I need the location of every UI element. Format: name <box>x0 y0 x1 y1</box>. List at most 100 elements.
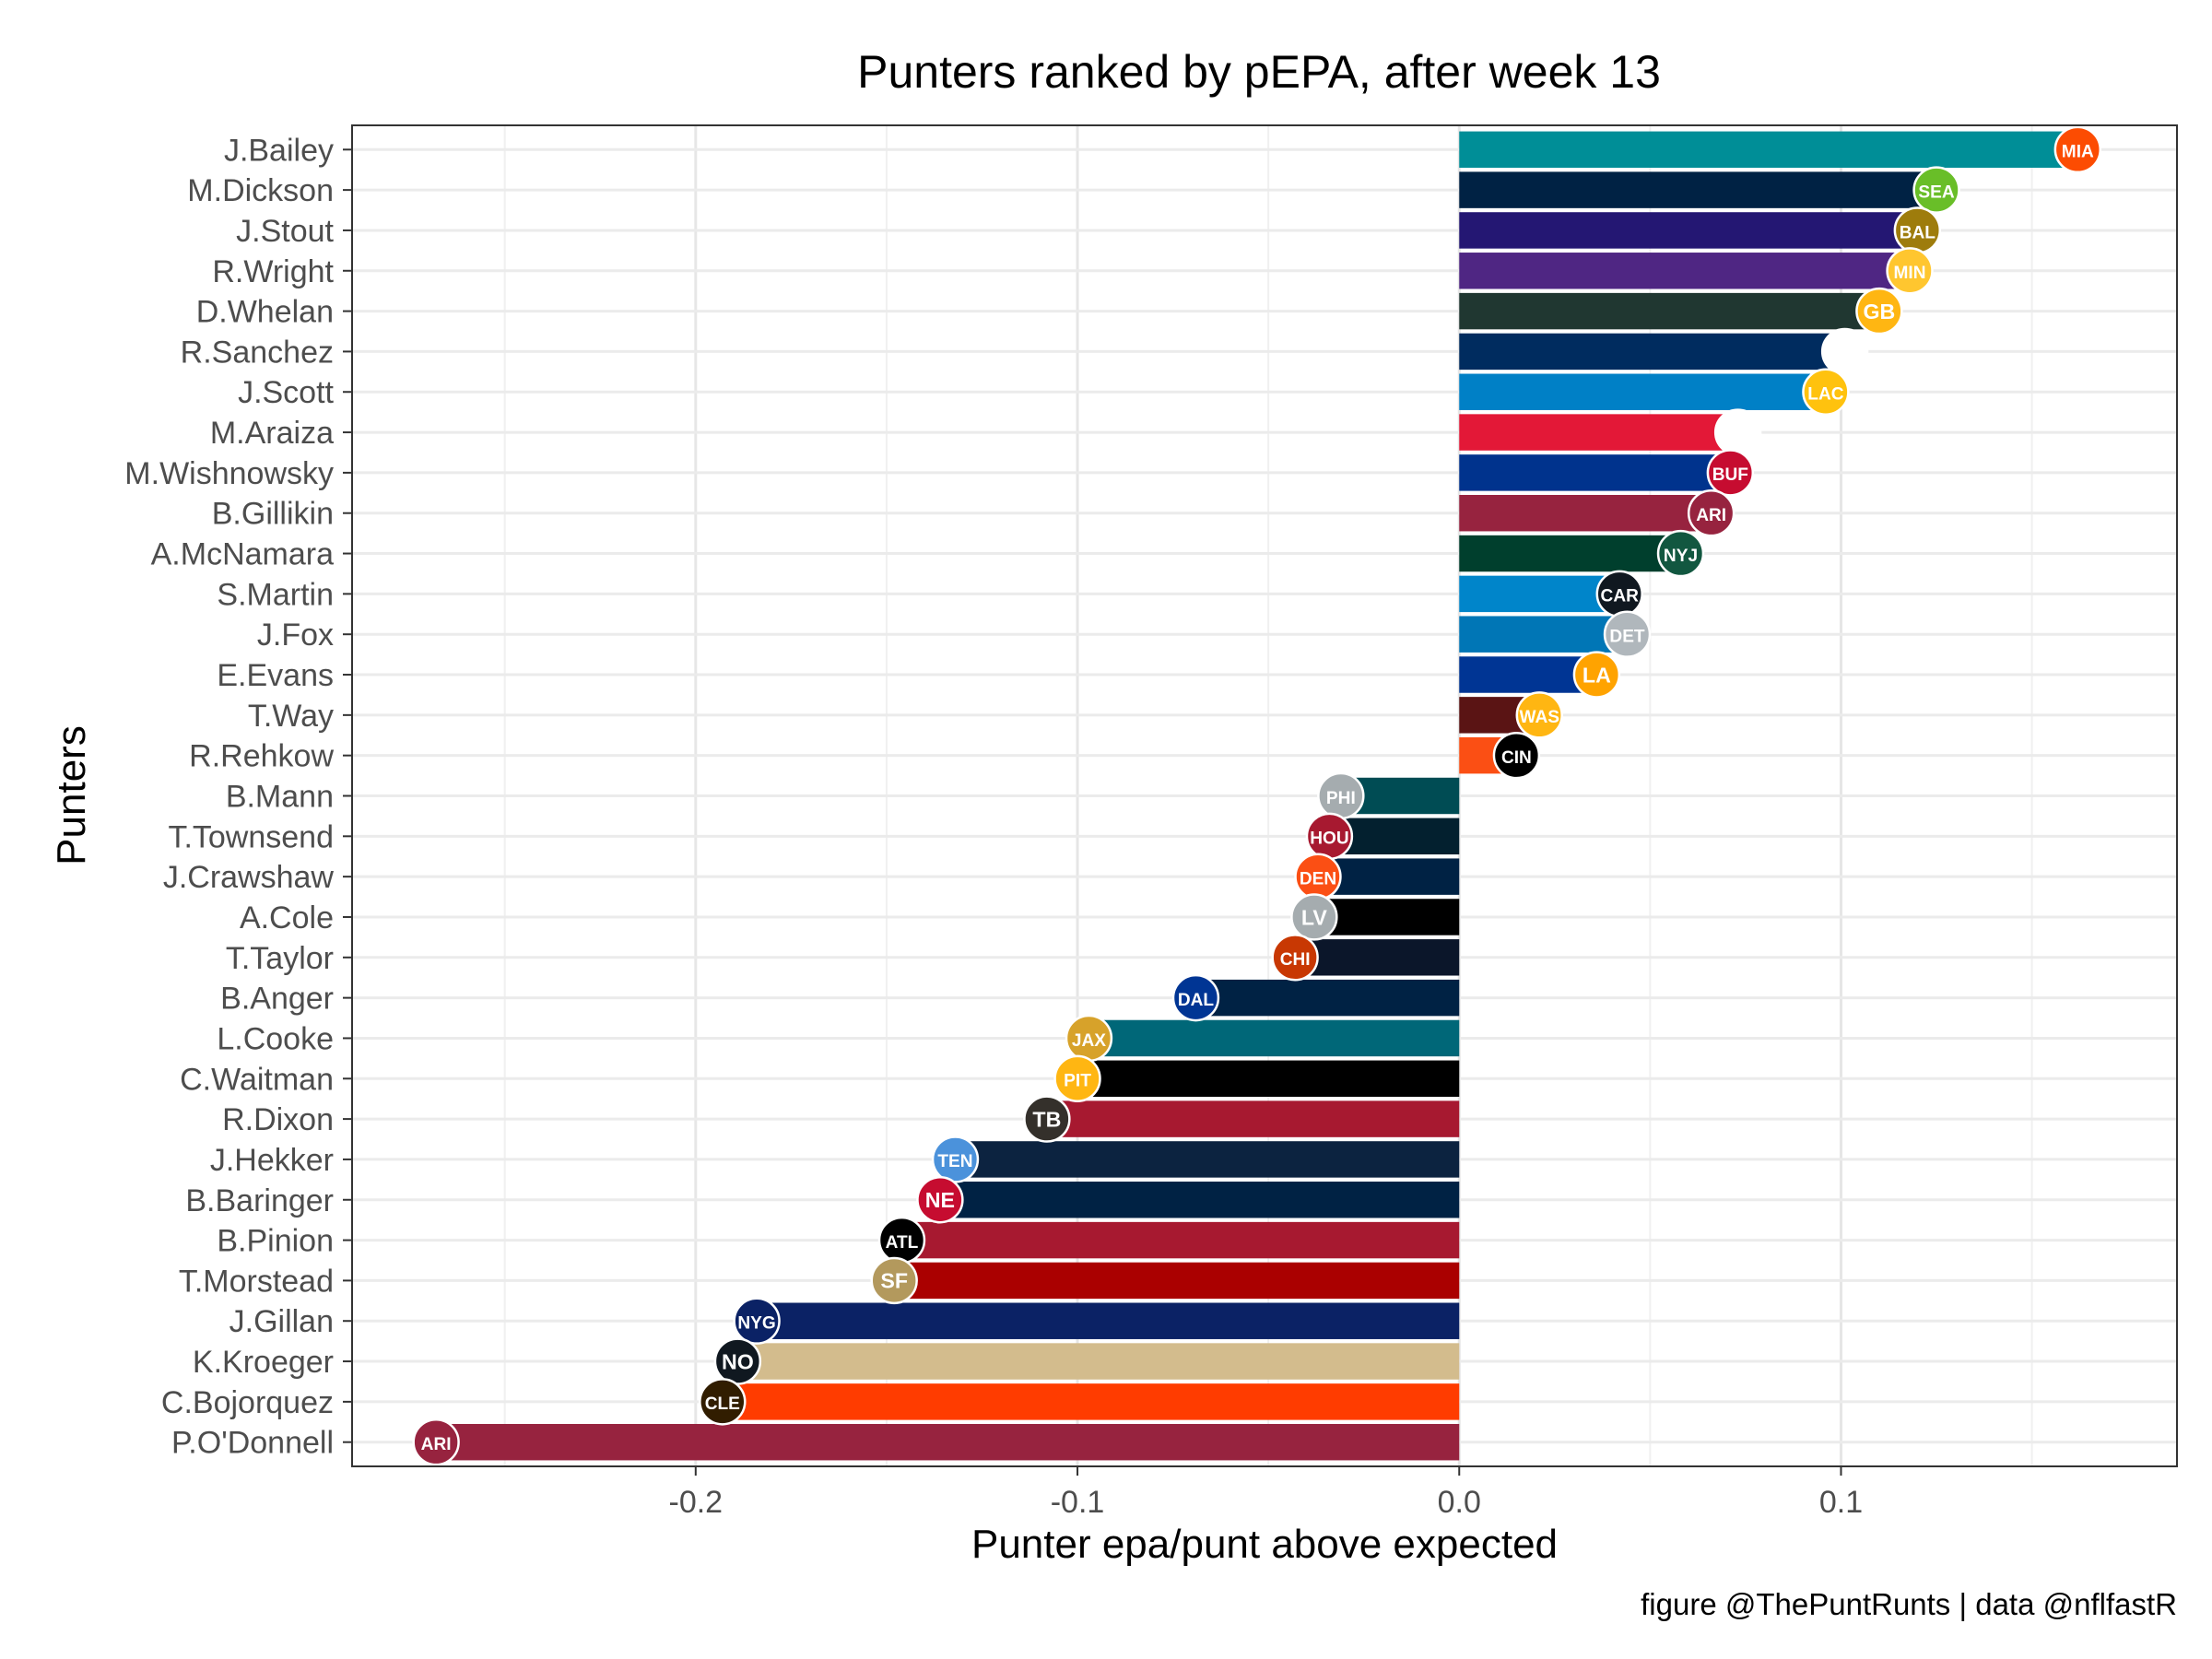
bar-amcnamara <box>1459 535 1681 572</box>
team-logo-icon: ATL <box>877 1216 926 1265</box>
y-tick-label: R.Sanchez <box>181 335 334 370</box>
y-tick-label: P.O'Donnell <box>171 1426 334 1461</box>
team-abbr: PHI <box>1326 789 1356 808</box>
team-abbr: ARI <box>421 1435 452 1454</box>
team-abbr: CLE <box>705 1394 740 1414</box>
team-logo-icon: LV <box>1290 893 1338 941</box>
team-abbr: HOU <box>1310 830 1348 849</box>
team-abbr: DEN <box>1300 869 1336 888</box>
team-logo-icon: CIN <box>1492 731 1541 780</box>
x-axis-title: Punter epa/punt above expected <box>971 1522 1558 1567</box>
bar-mwishnowsky <box>1459 454 1731 491</box>
bar-jhekker <box>955 1141 1460 1178</box>
y-tick-label: R.Wright <box>212 254 334 289</box>
team-logo-icon: PIT <box>1053 1054 1101 1102</box>
team-abbr: CIN <box>1501 748 1532 768</box>
bar-jscott <box>1459 373 1826 410</box>
y-tick-label: T.Morstead <box>179 1264 334 1299</box>
y-tick-label: B.Pinion <box>217 1224 334 1259</box>
team-logo-icon: NYG <box>733 1297 781 1345</box>
team-abbr: BAL <box>1900 223 1936 242</box>
x-tick-label: 0.1 <box>1819 1485 1863 1520</box>
team-logo-icon: CAR <box>1595 570 1643 618</box>
y-tick-label: L.Cooke <box>217 1021 334 1056</box>
team-abbr: CHI <box>1280 950 1311 970</box>
bar-ttaylor <box>1295 939 1460 976</box>
team-abbr: KC <box>1723 420 1754 444</box>
bar-rdixon <box>1046 1100 1460 1137</box>
y-tick-label: J.Stout <box>236 214 334 249</box>
team-logo-icon: WAS <box>1515 691 1563 739</box>
team-logo-icon: CHI <box>1271 934 1319 982</box>
team-abbr: DET <box>1609 628 1645 647</box>
team-abbr: JAX <box>1072 1031 1106 1051</box>
team-logo-icon: GB <box>1855 287 1903 335</box>
y-tick-label: S.Martin <box>217 577 334 612</box>
team-abbr: DAL <box>1178 991 1215 1010</box>
team-logo-icon: TEN <box>931 1135 980 1183</box>
y-tick-label: J.Scott <box>238 375 334 410</box>
team-logos: MIA SEA BAL MIN GB IND LAC KC BUF ARI NYJ CAR DET LA W… <box>412 125 2102 1466</box>
bar-cbojorquez <box>722 1383 1460 1420</box>
team-abbr: ATL <box>886 1233 919 1253</box>
y-tick-label: J.Bailey <box>224 133 334 168</box>
team-logo-icon: DAL <box>1171 973 1220 1022</box>
bar-rwright <box>1459 253 1911 289</box>
y-tick-label: A.McNamara <box>151 537 334 572</box>
bar-bpinion <box>901 1221 1460 1259</box>
team-logo-icon: LA <box>1572 651 1621 699</box>
team-abbr: GB <box>1864 300 1896 324</box>
team-logo-icon: ARI <box>412 1418 460 1466</box>
y-tick-label: A.Cole <box>240 900 334 935</box>
bar-jfox <box>1459 616 1628 653</box>
team-abbr: MIN <box>1894 264 1926 283</box>
bar-cwaitman <box>1077 1060 1460 1097</box>
team-abbr: BUF <box>1712 465 1748 485</box>
team-abbr: NE <box>925 1188 955 1212</box>
bar-acole <box>1313 899 1460 935</box>
bar-jgillan <box>757 1302 1460 1339</box>
bar-banger <box>1195 979 1460 1017</box>
y-tick-label: C.Waitman <box>180 1062 334 1097</box>
y-axis: J.Bailey M.Dickson J.Stout R.Wright D.Whelan… <box>124 133 352 1461</box>
y-tick-label: M.Araiza <box>210 416 334 451</box>
y-tick-label: M.Wishnowsky <box>124 456 334 491</box>
y-tick-label: C.Bojorquez <box>161 1385 334 1420</box>
team-abbr: IND <box>1830 345 1860 364</box>
team-abbr: SF <box>880 1269 908 1293</box>
y-tick-label: J.Hekker <box>210 1143 334 1178</box>
bar-kkroeger <box>737 1343 1460 1380</box>
team-logo-icon: MIA <box>2053 125 2102 173</box>
team-logo-icon: MIN <box>1886 247 1934 295</box>
y-tick-label: J.Gillan <box>229 1304 334 1339</box>
team-logo-icon: PHI <box>1317 771 1365 820</box>
team-logo-icon: SEA <box>1912 166 1960 214</box>
y-axis-title: Punters <box>49 725 94 865</box>
team-abbr: PIT <box>1064 1072 1091 1091</box>
x-tick-label: 0.0 <box>1438 1485 1481 1520</box>
bars <box>436 131 2078 1461</box>
team-logo-icon: DEN <box>1294 853 1342 900</box>
team-abbr: NYJ <box>1664 547 1698 566</box>
bar-jstout <box>1459 212 1918 249</box>
y-tick-label: J.Fox <box>257 618 334 653</box>
bar-dwhelan <box>1459 292 1879 330</box>
y-tick-label: R.Rehkow <box>189 739 334 774</box>
x-tick-label: -0.2 <box>669 1485 724 1520</box>
team-logo-icon: LAC <box>1802 368 1850 416</box>
team-logo-icon: NYJ <box>1656 529 1705 578</box>
team-abbr: LA <box>1583 663 1611 687</box>
team-logo-icon: HOU <box>1305 812 1354 861</box>
bar-bbaringer <box>939 1182 1460 1218</box>
bar-tmorstead <box>894 1262 1460 1300</box>
team-abbr: WAS <box>1519 708 1559 727</box>
bar-mdickson <box>1459 171 1937 208</box>
team-abbr: LAC <box>1807 385 1843 405</box>
team-abbr: NYG <box>737 1314 775 1334</box>
y-tick-label: B.Gillikin <box>212 497 334 532</box>
bar-podonnell <box>436 1423 1460 1461</box>
team-logo-icon: CLE <box>699 1378 747 1426</box>
y-tick-label: B.Mann <box>226 780 334 815</box>
team-logo-icon: JAX <box>1065 1014 1113 1063</box>
